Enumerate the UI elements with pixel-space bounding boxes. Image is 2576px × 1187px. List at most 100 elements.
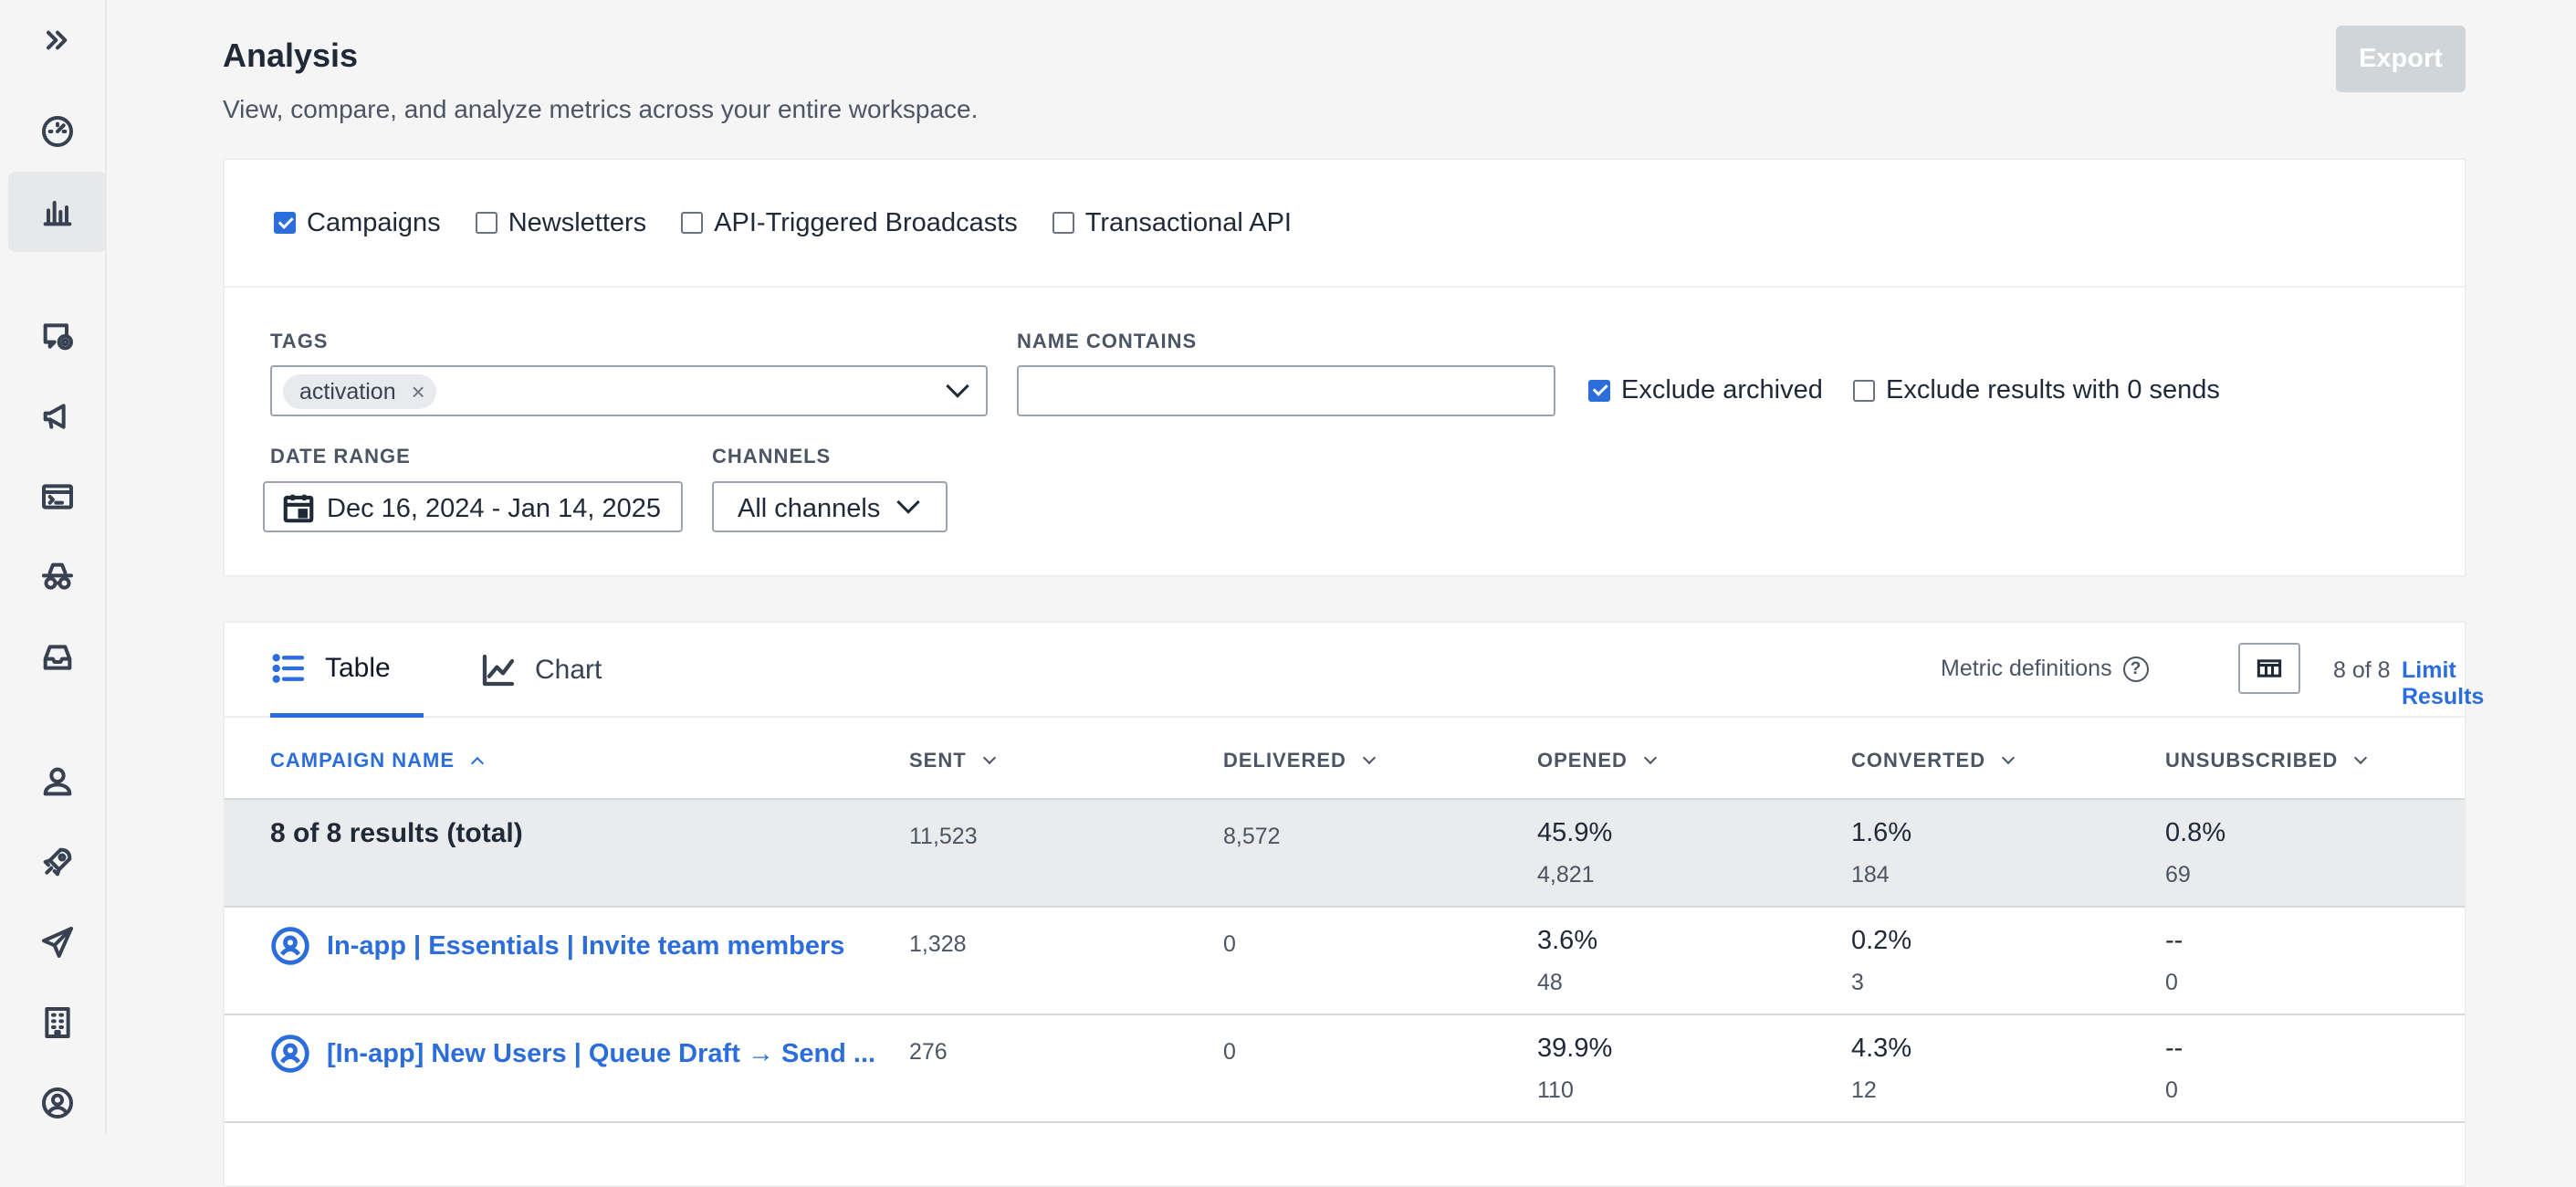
table-row-total: 8 of 8 results (total) 11,523 8,572 45.9… [225,800,2465,908]
channels-value: All channels [738,494,881,523]
tag-chip-label: activation [299,379,396,404]
nav-spy[interactable] [8,537,107,617]
tab-table-label: Table [325,652,391,683]
type-label: API-Triggered Broadcasts [714,207,1018,237]
campaign-link[interactable]: In-app | Essentials | Invite team member… [270,926,844,966]
send-icon [42,927,73,958]
limit-results-link[interactable]: Limit Results [2402,657,2485,709]
channels-label: CHANNELS [712,445,832,467]
column-settings-button[interactable] [2238,643,2300,694]
sort-icon [982,751,996,765]
in-app-icon [271,927,309,965]
checkbox-checked[interactable] [1588,379,1610,402]
table-row: In-app | Essentials | Invite team member… [225,908,2465,1015]
type-campaigns-checkbox[interactable]: Campaigns [274,208,441,238]
column-header-label: OPENED [1537,749,1628,772]
date-range-picker[interactable]: Dec 16, 2024 - Jan 14, 2025 [263,481,683,532]
page-subtitle: View, compare, and analyze metrics acros… [223,95,979,123]
channels-select[interactable]: All channels [712,481,948,532]
help-icon: ? [2122,656,2149,682]
type-label: Transactional API [1084,207,1292,237]
results-panel: Table Chart Metric definitions ? 8 of 8 … [223,621,2484,1187]
tags-label: TAGS [270,330,329,352]
cell-unsub: 69 [2165,862,2191,888]
expand-sidebar-button[interactable] [8,0,107,80]
metric-definitions-link[interactable]: Metric definitions ? [1941,656,2149,682]
cell-opened-pct: 39.9% [1537,1034,1613,1063]
inbox-icon [43,645,72,670]
sort-icon [2002,751,2016,765]
checkbox-unchecked[interactable] [475,212,497,234]
nav-send[interactable] [8,902,107,982]
column-header-opened[interactable]: OPENED [1537,749,1657,772]
nav-campaigns[interactable] [8,296,107,376]
line-chart-icon [482,654,515,687]
spy-icon [42,562,73,590]
cell-sent: 276 [909,1039,948,1065]
nav-analysis[interactable] [8,172,107,252]
filters-panel: Campaigns Newsletters API-Triggered Broa… [223,158,2466,577]
checkbox-checked[interactable] [274,212,296,234]
cell-converted: 3 [1851,970,1864,995]
column-header-campaign-name[interactable]: CAMPAIGN NAME [270,749,485,772]
analysis-icon [43,201,72,226]
dashboard-icon [42,116,73,147]
column-header-converted[interactable]: CONVERTED [1851,749,2016,772]
people-icon [43,767,72,796]
expand-icon [47,30,68,50]
checkbox-unchecked[interactable] [1853,379,1875,402]
cell-opened-pct: 3.6% [1537,926,1598,955]
column-header-unsubscribed[interactable]: UNSUBSCRIBED [2165,749,2368,772]
cell-opened: 4,821 [1537,862,1595,888]
cell-delivered: 0 [1223,1039,1236,1065]
exclude-zero-label: Exclude results with 0 sends [1886,375,2220,404]
nav-dashboard[interactable] [8,91,107,172]
nav-people[interactable] [8,741,107,822]
nav-api[interactable] [8,457,107,537]
nav-account[interactable] [8,1063,107,1143]
view-tabs: Table Chart Metric definitions ? 8 of 8 … [225,623,2484,718]
main-content: Analysis View, compare, and analyze metr… [108,0,2576,1187]
exclude-zero-sends-checkbox[interactable]: Exclude results with 0 sends [1853,375,2220,405]
campaign-link[interactable]: [In-app] New Users | Queue Draft → Send … [270,1034,875,1074]
nav-rocket[interactable] [8,822,107,902]
cell-sent: 11,523 [909,824,978,849]
campaign-name: In-app | Essentials | Invite team member… [327,930,845,961]
name-contains-label: NAME CONTAINS [1017,330,1198,352]
column-header-label: DELIVERED [1223,749,1346,772]
type-transactional-checkbox[interactable]: Transactional API [1052,208,1292,238]
api-icon [42,484,73,509]
column-header-sent[interactable]: SENT [909,749,996,772]
list-icon [272,653,305,683]
nav-broadcasts[interactable] [8,376,107,457]
cell-delivered: 0 [1223,931,1236,957]
nav-building[interactable] [8,982,107,1063]
cell-sent: 1,328 [909,931,967,957]
type-newsletters-checkbox[interactable]: Newsletters [475,208,646,238]
tab-chart[interactable]: Chart [480,623,602,718]
campaigns-icon [43,323,74,351]
cell-unsub-pct: 0.8% [2165,818,2226,847]
results-count: 8 of 8 [2333,657,2391,683]
cell-converted: 184 [1851,862,1890,888]
export-button[interactable]: Export [2336,26,2466,92]
tab-table[interactable]: Table [270,623,424,718]
exclude-archived-checkbox[interactable]: Exclude archived [1588,375,1823,405]
checkbox-unchecked[interactable] [681,212,704,234]
building-icon [45,1007,70,1038]
column-header-label: SENT [909,749,967,772]
column-header-delivered[interactable]: DELIVERED [1223,749,1376,772]
name-contains-input[interactable] [1017,365,1555,416]
checkbox-unchecked[interactable] [1052,212,1074,234]
table-header: CAMPAIGN NAME SENT DELIVERED OPENED CONV… [225,718,2465,800]
in-app-icon [271,1035,309,1073]
tags-select[interactable]: activation × [270,365,988,416]
nav-inbox[interactable] [8,617,107,698]
user-circle-icon [42,1087,73,1119]
column-header-label: CONVERTED [1851,749,1986,772]
tag-remove-icon[interactable]: × [411,378,425,405]
column-header-label: CAMPAIGN NAME [270,749,456,772]
type-api-broadcasts-checkbox[interactable]: API-Triggered Broadcasts [681,208,1018,238]
cell-unsub: 0 [2165,970,2178,995]
cell-unsub-pct: -- [2165,926,2183,955]
